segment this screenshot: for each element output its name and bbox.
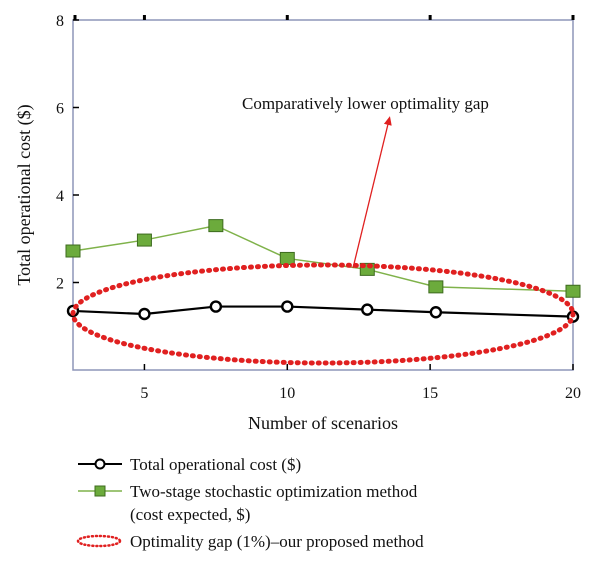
y-tick-label-2: 2 xyxy=(56,276,64,293)
series-1-point-2 xyxy=(208,219,224,233)
legend-label-two-stage-line2: (cost expected, $) xyxy=(130,505,250,524)
legend-item-total-cost: Total operational cost ($) xyxy=(78,455,301,474)
axes: 5 10 15 20 2 4 6 8 xyxy=(56,13,581,402)
x-tick-label-15: 15 xyxy=(422,385,438,402)
legend-marker-two-stage xyxy=(94,485,106,497)
x-tick-label-5: 5 xyxy=(140,385,148,402)
legend-item-two-stage: Two-stage stochastic optimization method… xyxy=(78,482,418,524)
y-tick-label-4: 4 xyxy=(56,188,64,205)
y-axis-label: Total operational cost ($) xyxy=(14,104,35,285)
series-0-point-5 xyxy=(429,306,443,319)
series-1-point-3 xyxy=(279,251,295,265)
series-1-point-6 xyxy=(565,284,581,298)
legend-marker-ellipse xyxy=(76,534,122,548)
legend-marker-total-cost xyxy=(94,458,106,470)
legend-label-ellipse: Optimality gap (1%)–our proposed method xyxy=(130,532,424,551)
series-0-point-3 xyxy=(281,300,294,313)
series-0-point-1 xyxy=(138,307,151,321)
x-axis-label: Number of scenarios xyxy=(248,413,398,433)
legend-label-total-cost: Total operational cost ($) xyxy=(130,455,301,474)
series-layer xyxy=(65,219,581,323)
x-tick-label-20: 20 xyxy=(565,385,581,402)
series-0-point-2 xyxy=(209,300,223,313)
series-1-point-1 xyxy=(136,233,152,247)
series-1-point-5 xyxy=(428,280,444,294)
y-tick-label-6: 6 xyxy=(56,101,64,118)
optimality-gap-ellipse xyxy=(70,262,576,366)
series-0-point-4 xyxy=(361,303,374,316)
annotation-text: Comparatively lower optimality gap xyxy=(242,94,489,113)
annotation-arrow xyxy=(352,116,392,269)
y-tick-label-8: 8 xyxy=(56,13,64,30)
legend-item-ellipse: Optimality gap (1%)–our proposed method xyxy=(76,532,424,551)
series-1-point-0 xyxy=(65,244,81,258)
legend-label-two-stage: Two-stage stochastic optimization method xyxy=(130,482,418,501)
legend: Total operational cost ($) Two-stage sto… xyxy=(76,455,424,551)
x-tick-label-10: 10 xyxy=(279,385,295,402)
